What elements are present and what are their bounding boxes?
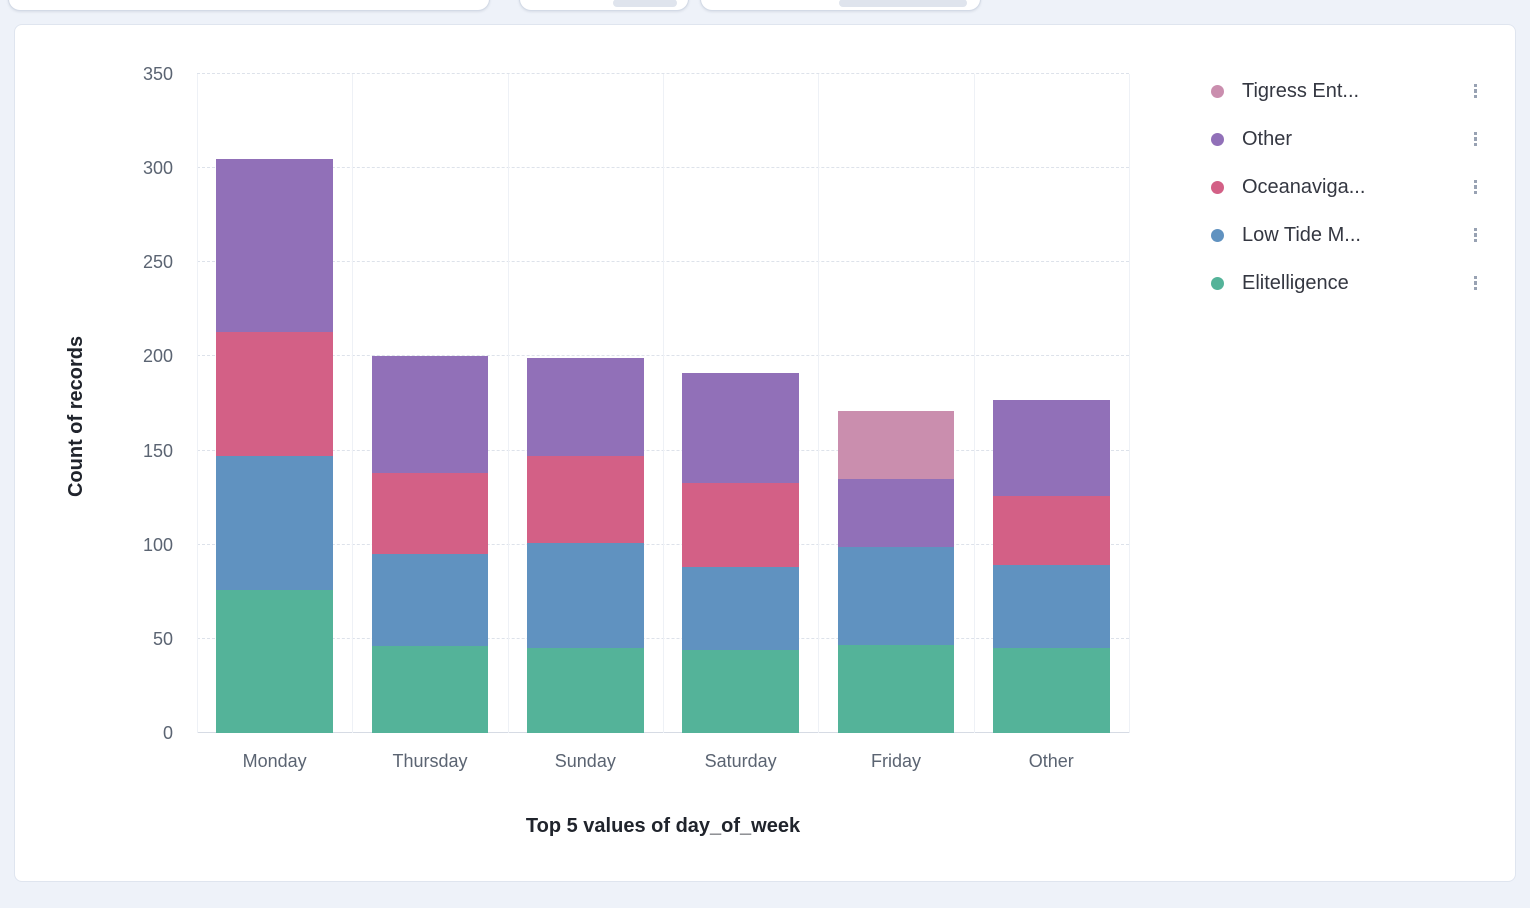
legend-color-dot [1211,228,1224,242]
legend-item-label[interactable]: Elitelligence [1242,271,1349,294]
legend-item[interactable]: Other [1211,123,1479,155]
legend-actions-icon[interactable] [1472,82,1480,101]
filter-pill[interactable] [8,0,490,11]
stacked-bar[interactable] [993,74,1110,733]
bars-container [197,74,1129,733]
y-axis-ticks: 0 50 100 150 200 250 300 350 [101,64,173,743]
y-tick-label: 150 [142,440,173,461]
bar-segment[interactable] [527,358,644,457]
bar-segment[interactable] [682,567,799,651]
legend-item-label[interactable]: Tigress Ent... [1242,79,1360,102]
bar-segment[interactable] [216,456,333,590]
bar-slot [508,74,663,733]
y-tick-label: 300 [142,158,173,179]
y-axis-title: Count of records [65,335,87,497]
gridline-vertical [507,74,509,733]
x-category-label: Monday [242,751,307,771]
bar-segment[interactable] [682,650,799,733]
bar-segment[interactable] [371,356,489,474]
bar-segment[interactable] [993,565,1110,649]
legend-item[interactable]: Tigress Ent... [1211,75,1479,107]
x-category-label: Saturday [704,751,777,771]
stacked-bar[interactable] [682,74,799,733]
legend-item-label[interactable]: Other [1242,127,1293,150]
bar-segment[interactable] [216,331,333,457]
legend-item-label[interactable]: Oceanaviga... [1242,175,1366,198]
legend-item[interactable]: Low Tide M... [1211,219,1479,251]
y-tick-label: 100 [142,534,173,555]
legend-color-dot [1211,84,1224,98]
filter-pill[interactable] [700,0,981,11]
y-tick-label: 50 [152,628,173,649]
x-category-label: Thursday [392,751,468,771]
gridline-vertical [973,74,975,733]
bar-slot [197,74,352,733]
bar-segment[interactable] [837,411,955,479]
legend-actions-icon[interactable] [1472,130,1480,149]
bar-segment[interactable] [216,158,333,332]
x-category-label: Other [1028,751,1074,771]
bar-segment[interactable] [993,648,1110,733]
y-tick-label: 350 [142,64,173,84]
bar-segment[interactable] [527,542,644,649]
y-tick-label: 200 [142,346,173,367]
bar-segment[interactable] [371,554,489,647]
y-tick-label: 250 [142,252,173,273]
bar-slot [663,74,818,733]
x-axis-labels: Monday Thursday Sunday Saturday Friday Other [197,751,1129,772]
bar-segment[interactable] [993,495,1110,566]
legend: Tigress Ent... Other Oceanaviga... Low T… [1211,75,1479,299]
y-tick-label: 0 [162,723,173,743]
bar-segment[interactable] [371,473,489,555]
legend-actions-icon[interactable] [1472,274,1480,293]
filter-pill-button[interactable] [839,0,967,7]
legend-color-dot [1211,132,1224,146]
gridline [197,73,1129,74]
bar-slot [818,74,973,733]
bar-segment[interactable] [837,546,955,645]
stacked-bar[interactable] [837,74,955,733]
gridline-vertical [352,74,354,733]
bar-slot [974,74,1129,733]
legend-actions-icon[interactable] [1472,178,1480,197]
x-axis-title: Top 5 values of day_of_week [525,815,801,837]
bar-segment[interactable] [682,373,799,483]
bar-segment[interactable] [216,589,333,733]
filter-pill[interactable] [519,0,689,11]
legend-color-dot [1211,276,1224,290]
stacked-bar[interactable] [371,74,489,733]
bar-segment[interactable] [993,399,1110,496]
chart-panel: Count of records 0 50 100 150 200 250 300 350 M… [14,24,1516,882]
x-category-label: Friday [870,751,921,771]
x-category-label: Sunday [554,751,616,771]
legend-item-label[interactable]: Low Tide M... [1242,223,1361,246]
legend-item[interactable]: Elitelligence [1211,267,1479,299]
bar-segment[interactable] [527,456,644,543]
legend-actions-icon[interactable] [1472,226,1480,245]
plot-area [197,73,1130,733]
legend-color-dot [1211,180,1224,194]
gridline-vertical [818,74,820,733]
bar-slot [352,74,507,733]
gridline-vertical [663,74,664,733]
bar-segment[interactable] [837,644,955,733]
stacked-bar[interactable] [216,74,333,733]
legend-item[interactable]: Oceanaviga... [1211,171,1479,203]
bar-segment[interactable] [371,646,489,733]
bar-segment[interactable] [527,648,644,733]
bar-segment[interactable] [682,482,799,568]
bar-segment[interactable] [837,478,955,547]
gridline-vertical [1129,74,1130,733]
filter-pill-button[interactable] [613,0,677,7]
gridline-vertical [197,74,198,733]
stacked-bar[interactable] [527,74,644,733]
